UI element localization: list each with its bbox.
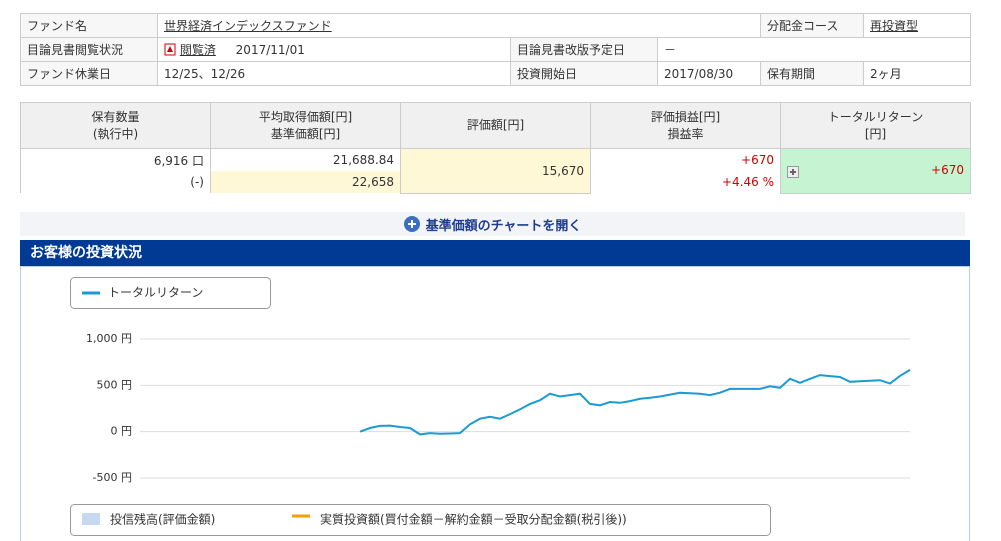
- row: 6,916 口 21,688.84 15,670 +670 +670: [20, 148, 971, 194]
- legend-swatch: [82, 513, 100, 525]
- expand-icon[interactable]: [787, 166, 799, 179]
- header-row: 保有数量 (執行中) 平均取得価額[円] 基準価額[円] 評価額[円] 評価損益[円] 損益…: [20, 102, 971, 149]
- link-text: 基準価額のチャートを開く: [425, 218, 582, 234]
- cell: －: [657, 37, 971, 62]
- header-text: 損益率: [667, 126, 704, 141]
- chart-open-link[interactable]: 基準価額のチャートを開く: [20, 212, 965, 236]
- holdings-table: 保有数量 (執行中) 平均取得価額[円] 基準価額[円] 評価額[円] 評価損益[円] 損益…: [20, 102, 971, 194]
- cell: 2017/08/30: [657, 61, 761, 86]
- pdf-icon: [164, 43, 176, 56]
- cell: 閲覧済 2017/11/01: [157, 37, 511, 62]
- row: 目論見書閲覧状況 閲覧済 2017/11/01 目論見書改版予定日 －: [20, 37, 971, 62]
- header-text: (執行中): [92, 126, 139, 141]
- date: 2017/11/01: [235, 43, 305, 57]
- legend-label: トータルリターン: [108, 286, 203, 300]
- header-cell: 平均取得価額[円] 基準価額[円]: [210, 102, 401, 149]
- plus-icon: [403, 216, 420, 232]
- cell: 22,658: [210, 171, 401, 193]
- label: 投資開始日: [510, 61, 658, 86]
- header-text: 平均取得価額[円]: [258, 109, 353, 124]
- prospectus-link[interactable]: 閲覧済: [179, 43, 216, 57]
- header-cell: 評価損益[円] 損益率: [590, 102, 781, 149]
- label: 分配金コース: [760, 13, 864, 38]
- label: 目論見書改版予定日: [510, 37, 658, 62]
- cell: +670: [590, 148, 781, 171]
- cell: +4.46 %: [590, 171, 781, 193]
- row: ファンド名 世界経済インデックスファンド 分配金コース 再投資型: [20, 13, 971, 38]
- header-text: [円]: [864, 126, 887, 141]
- legend-label: 投信残高(評価金額): [110, 512, 215, 527]
- label: ファンド名: [20, 13, 158, 38]
- legend-label: 実質投資額(買付金額－解約金額－受取分配金額(税引後)): [320, 512, 627, 527]
- section-title: お客様の投資状況: [20, 240, 970, 266]
- cell: 世界経済インデックスファンド: [157, 13, 761, 38]
- header-cell: トータルリターン [円]: [780, 102, 971, 149]
- series-line: [359, 369, 911, 436]
- header-text: 保有数量: [91, 109, 140, 124]
- header-text: 基準価額[円]: [270, 126, 341, 141]
- y-tick-label: 500 円: [97, 378, 133, 391]
- fund-info-table: ファンド名 世界経済インデックスファンド 分配金コース 再投資型 目論見書閲覧状…: [20, 13, 971, 86]
- header-text: 評価損益[円]: [650, 109, 721, 124]
- fund-name-link[interactable]: 世界経済インデックスファンド: [164, 19, 332, 33]
- cell: 12/25、12/26: [157, 61, 511, 86]
- y-tick-label: 1,000 円: [86, 332, 132, 345]
- cell: +670: [780, 148, 971, 194]
- total-return: +670: [931, 163, 964, 178]
- cell: 6,916 口: [20, 148, 211, 171]
- label: ファンド休業日: [20, 61, 158, 86]
- legend-box: [70, 277, 271, 309]
- row: (-) 22,658 +4.46 %: [20, 171, 971, 193]
- label: 目論見書閲覧状況: [20, 37, 158, 62]
- cell: 21,688.84: [210, 148, 401, 171]
- chart-panel: [20, 266, 970, 541]
- cell: 15,670: [400, 148, 591, 194]
- header-text: トータルリターン: [827, 109, 924, 124]
- header-cell: 保有数量 (執行中): [20, 102, 211, 149]
- course-link[interactable]: 再投資型: [870, 19, 919, 33]
- cell: 再投資型: [863, 13, 971, 38]
- header-text: 評価額[円]: [466, 118, 525, 132]
- row: ファンド休業日 12/25、12/26 投資開始日 2017/08/30 保有期…: [20, 61, 971, 86]
- y-tick-label: -500 円: [93, 471, 132, 484]
- cell: (-): [20, 171, 211, 193]
- legend-box: [70, 504, 771, 536]
- cell: 2ヶ月: [863, 61, 971, 86]
- y-tick-label: 0 円: [111, 425, 133, 438]
- label: 保有期間: [760, 61, 864, 86]
- header-cell: 評価額[円]: [400, 102, 591, 149]
